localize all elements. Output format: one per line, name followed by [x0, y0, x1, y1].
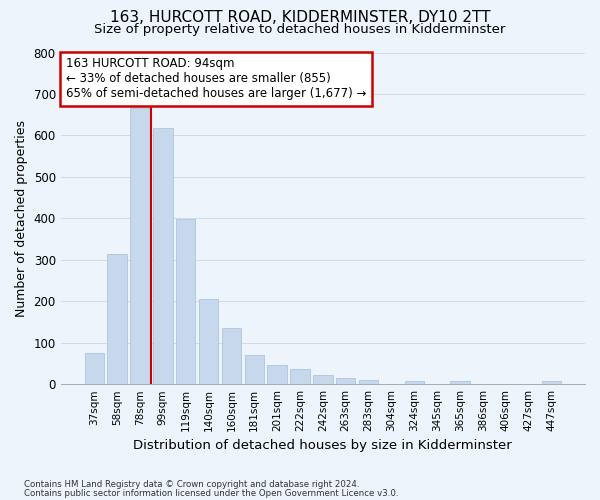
Bar [85, 353, 104, 384]
Bar [290, 369, 310, 384]
Text: 163 HURCOTT ROAD: 94sqm
← 33% of detached houses are smaller (855)
65% of semi-d: 163 HURCOTT ROAD: 94sqm ← 33% of detache… [66, 58, 366, 100]
Bar [107, 254, 127, 384]
Text: Contains HM Land Registry data © Crown copyright and database right 2024.: Contains HM Land Registry data © Crown c… [24, 480, 359, 489]
Bar [153, 128, 173, 384]
Y-axis label: Number of detached properties: Number of detached properties [15, 120, 28, 317]
Text: Size of property relative to detached houses in Kidderminster: Size of property relative to detached ho… [94, 22, 506, 36]
Text: 163, HURCOTT ROAD, KIDDERMINSTER, DY10 2TT: 163, HURCOTT ROAD, KIDDERMINSTER, DY10 2… [110, 10, 490, 25]
Bar [450, 381, 470, 384]
Bar [404, 381, 424, 384]
Bar [313, 375, 332, 384]
Bar [245, 355, 264, 384]
Bar [268, 364, 287, 384]
Bar [336, 378, 355, 384]
Bar [542, 382, 561, 384]
Bar [199, 299, 218, 384]
Text: Contains public sector information licensed under the Open Government Licence v3: Contains public sector information licen… [24, 488, 398, 498]
X-axis label: Distribution of detached houses by size in Kidderminster: Distribution of detached houses by size … [133, 440, 512, 452]
Bar [176, 219, 196, 384]
Bar [359, 380, 378, 384]
Bar [221, 328, 241, 384]
Bar [130, 108, 149, 384]
